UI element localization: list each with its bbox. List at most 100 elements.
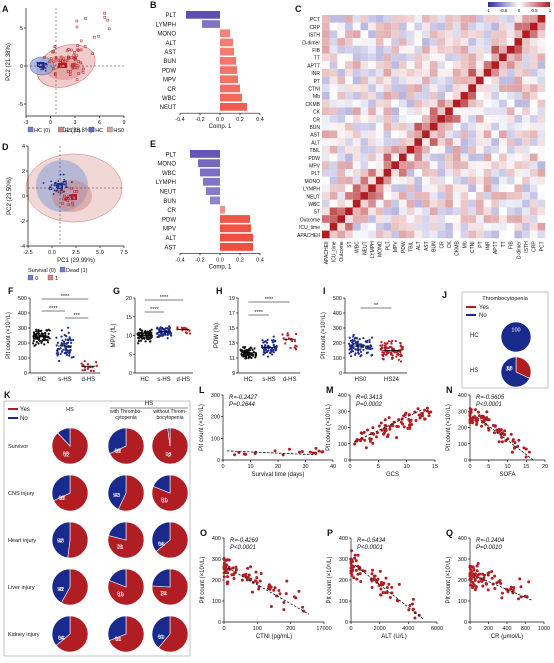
- P-xlabel: ALT (U/L): [381, 634, 406, 640]
- K-2-1-pie-no: [108, 521, 127, 541]
- H-dot: [239, 348, 242, 351]
- heatmap-cell: [399, 176, 407, 185]
- heatmap-cell: [322, 38, 330, 46]
- I-dot: [400, 347, 403, 350]
- dead-point: [70, 187, 73, 190]
- H-dot: [266, 338, 269, 342]
- heatmap-cell: [468, 84, 476, 92]
- heatmap-cell: [429, 184, 438, 193]
- I-dot: [356, 351, 360, 354]
- F-dot: [66, 351, 69, 354]
- heatmap-cell: [452, 138, 461, 146]
- heatmap-cell: [399, 138, 407, 146]
- M-point: [420, 411, 424, 415]
- heatmap-cell: [360, 161, 369, 169]
- heatmap-cell: [460, 68, 469, 77]
- N-xtick-label: 5: [487, 464, 490, 470]
- heatmap-cell: [391, 115, 399, 123]
- heatmap-cell: [422, 222, 430, 231]
- F-dot: [35, 340, 38, 344]
- heatmap-cell: [414, 215, 423, 223]
- G-dot: [156, 331, 159, 335]
- heatmap-cell: [429, 176, 438, 185]
- heatmap-cell: [452, 161, 461, 169]
- P-xtick-label: 6000: [431, 626, 443, 632]
- heatmap-cell: [483, 61, 492, 69]
- heatmap-cell: [437, 230, 446, 239]
- H-dot: [242, 355, 245, 358]
- heatmap-cell: [360, 169, 369, 177]
- heatmap-cell: [375, 192, 384, 200]
- heatmap-cell: [529, 61, 538, 69]
- I-dot: [395, 355, 398, 358]
- heatmap-cell: [483, 92, 492, 100]
- I-dot: [351, 346, 355, 349]
- heatmap-cell: [476, 68, 484, 77]
- D-ytick-label: 0: [22, 194, 25, 200]
- heatmap-cell: [345, 115, 353, 123]
- heatmap-cell: [491, 107, 500, 116]
- M-point: [425, 406, 429, 410]
- heatmap-cell: [399, 99, 407, 108]
- heatmap-cell: [460, 207, 469, 216]
- heatmap-cell: [529, 215, 538, 223]
- G-dot: [181, 329, 184, 332]
- G-dot: [156, 326, 159, 329]
- Q-point: [516, 597, 520, 601]
- heatmap-cell: [506, 22, 515, 31]
- heatmap-cell: [329, 30, 338, 39]
- D-ylabel: PC2 (23.50%): [7, 177, 13, 215]
- D-xtick-label: -2.5: [23, 250, 32, 256]
- B-xtick-label: 0.2: [236, 117, 244, 123]
- hs-point: [48, 60, 51, 64]
- heatmap-cell: [476, 30, 484, 39]
- heatmap-cell: [445, 99, 453, 108]
- A-ylabel: PC2 (21.38%): [6, 43, 12, 81]
- M-ylabel: Plt count (×10⁹/L): [325, 404, 332, 451]
- K-2-2-pie-label-yes: 64: [158, 541, 164, 547]
- heatmap-cell: [337, 84, 346, 92]
- I-dot: [368, 338, 371, 342]
- heatmap-cell: [522, 92, 530, 100]
- M-ytick-label: 200: [338, 426, 347, 432]
- heatmap-cell: [468, 30, 476, 39]
- heatmap-cell: [406, 22, 415, 31]
- heatmap-cell: [399, 53, 407, 62]
- hs-point: [73, 62, 77, 66]
- heatmap-cell: [529, 207, 538, 216]
- O-point: [222, 556, 226, 560]
- heatmap-cell: [460, 230, 469, 239]
- H-dot: [264, 344, 267, 347]
- heatmap-cell: [406, 130, 415, 139]
- heatmap-cell: [499, 130, 507, 139]
- N-point: [470, 421, 474, 425]
- H-dot: [262, 350, 266, 354]
- H-sig-label: ****: [265, 297, 274, 303]
- bar-label-pdw: PDW: [162, 68, 176, 74]
- heatmap-cell: [360, 130, 369, 139]
- heatmap-cell: [391, 92, 399, 100]
- heatmap-cell: [368, 38, 376, 46]
- K-row-label: Kidney injury: [8, 632, 40, 638]
- heatmap-cell: [437, 22, 446, 31]
- D-legend-label: 1: [55, 276, 58, 282]
- I-dot: [386, 342, 389, 345]
- F-ytick-label: 100: [18, 356, 27, 362]
- heatmap-cell: [460, 145, 469, 154]
- heatmap-col-label: CTNI: [470, 241, 476, 253]
- N-point: [476, 410, 480, 414]
- heatmap-row-label: CR: [313, 117, 321, 123]
- heatmap-cell: [468, 153, 476, 162]
- F-dot: [95, 361, 98, 364]
- heatmap-cell: [352, 153, 361, 162]
- heatmap-cell: [460, 99, 469, 108]
- heatmap-cell: [529, 76, 538, 85]
- O-point: [222, 564, 226, 568]
- K-col-without-2: bocytopenia: [157, 415, 184, 421]
- heatmap-cell: [399, 76, 407, 85]
- heatmap-row-label: APTT: [307, 63, 320, 69]
- M-point: [375, 435, 379, 439]
- L-point: [317, 449, 321, 453]
- K-frame: [3, 400, 191, 657]
- hs-point: [84, 17, 87, 20]
